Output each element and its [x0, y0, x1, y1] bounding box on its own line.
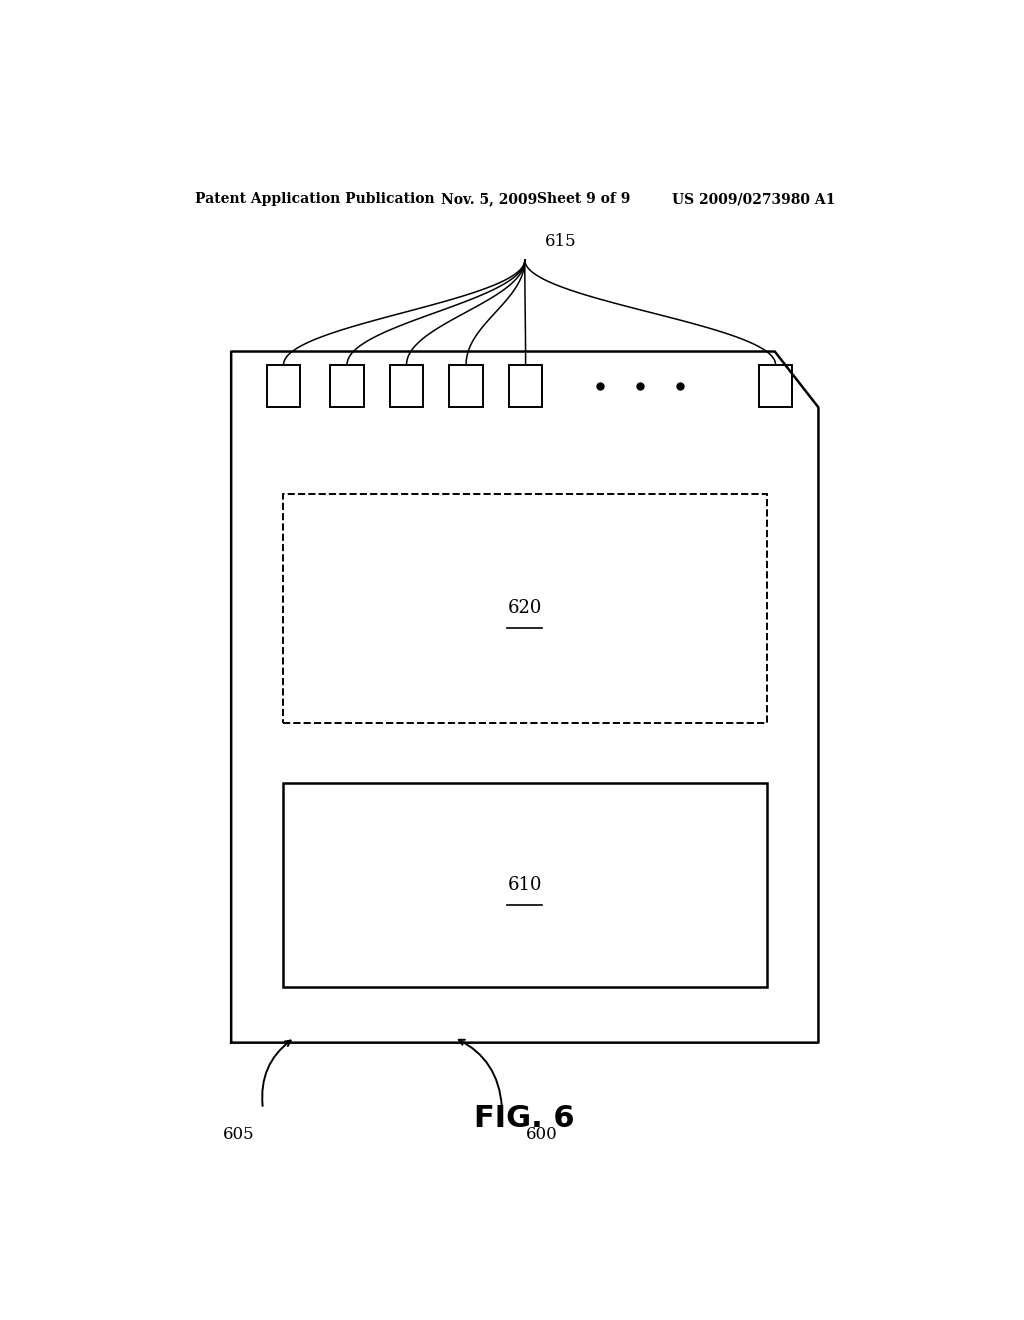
- Bar: [283, 494, 767, 722]
- Text: Nov. 5, 2009: Nov. 5, 2009: [441, 191, 538, 206]
- Text: Sheet 9 of 9: Sheet 9 of 9: [537, 191, 630, 206]
- Bar: [267, 364, 300, 408]
- Text: 615: 615: [545, 232, 577, 249]
- Bar: [509, 364, 543, 408]
- Bar: [450, 364, 482, 408]
- Bar: [390, 364, 423, 408]
- Bar: [759, 364, 793, 408]
- Bar: [331, 364, 364, 408]
- Text: 610: 610: [508, 876, 542, 894]
- Text: 600: 600: [525, 1126, 557, 1143]
- Text: 620: 620: [508, 599, 542, 618]
- Text: US 2009/0273980 A1: US 2009/0273980 A1: [672, 191, 835, 206]
- Text: Patent Application Publication: Patent Application Publication: [196, 191, 435, 206]
- Bar: [283, 784, 767, 987]
- Text: 605: 605: [223, 1126, 255, 1143]
- Text: FIG. 6: FIG. 6: [474, 1105, 575, 1134]
